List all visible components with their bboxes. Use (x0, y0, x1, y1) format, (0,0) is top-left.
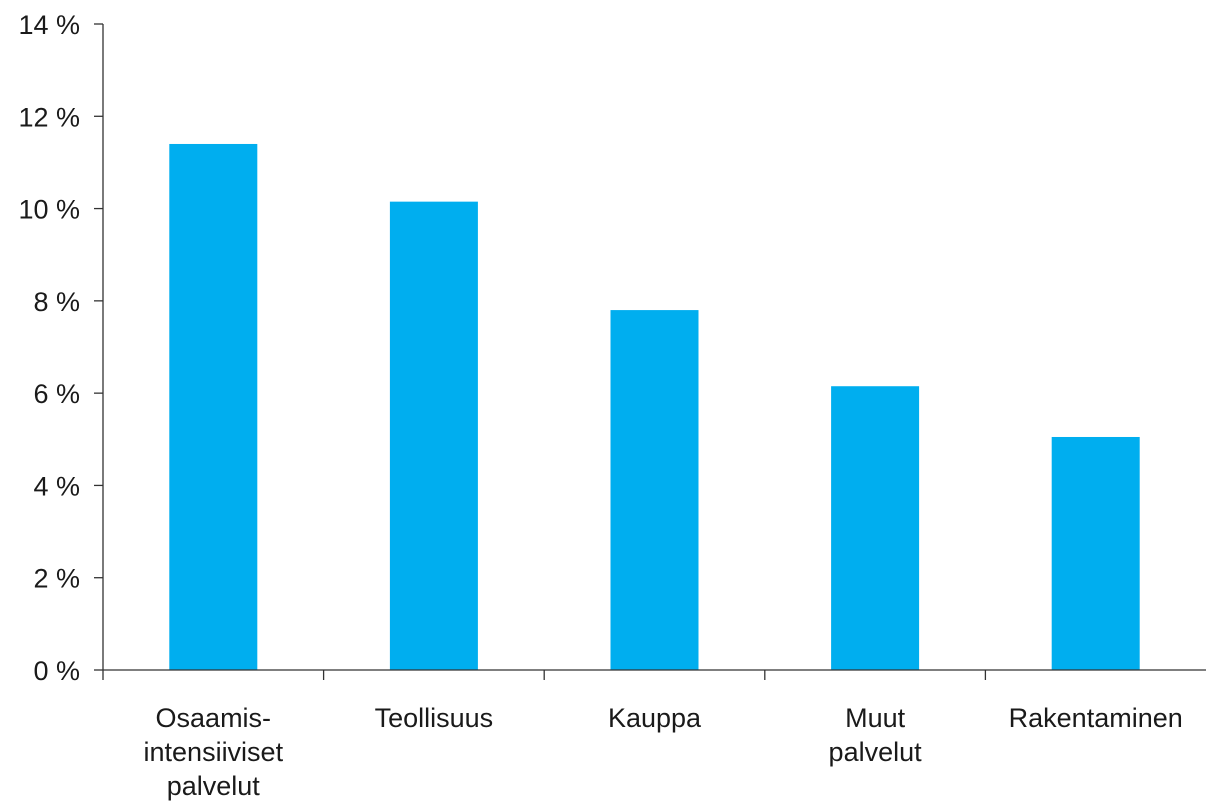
x-category-label: Rakentaminen (1009, 703, 1183, 733)
bars (169, 143, 1140, 670)
y-tick-label: 4 % (33, 471, 80, 501)
x-axis-category-labels: Osaamis-intensiiviset palvelut Teollisuus K… (144, 703, 1183, 801)
y-axis-ticks (94, 23, 103, 671)
bar (1051, 436, 1140, 670)
bar (389, 201, 478, 670)
y-tick-label: 2 % (33, 564, 80, 594)
x-category-label: Kauppa (608, 703, 702, 733)
y-tick-label: 6 % (33, 379, 80, 409)
bar (610, 310, 699, 670)
x-category-label: Muut (845, 703, 906, 733)
y-tick-label: 12 % (18, 102, 80, 132)
y-tick-label: 14 % (18, 10, 80, 40)
x-category-label: palvelut (167, 771, 261, 801)
x-category-label: Osaamis- (156, 703, 272, 733)
y-tick-label: 10 % (18, 195, 80, 225)
y-axis-tick-labels: 0 % 2 % 4 % 6 % 8 % 10 % 12 % 14 % (18, 10, 80, 686)
bar (831, 386, 920, 670)
x-category-label: Teollisuus (375, 703, 494, 733)
y-tick-label: 8 % (33, 287, 80, 317)
x-category-label: intensiiviset (144, 737, 284, 767)
bar (169, 143, 258, 670)
x-category-label: palvelut (829, 737, 923, 767)
x-axis-ticks (102, 670, 987, 680)
y-tick-label: 0 % (33, 656, 80, 686)
